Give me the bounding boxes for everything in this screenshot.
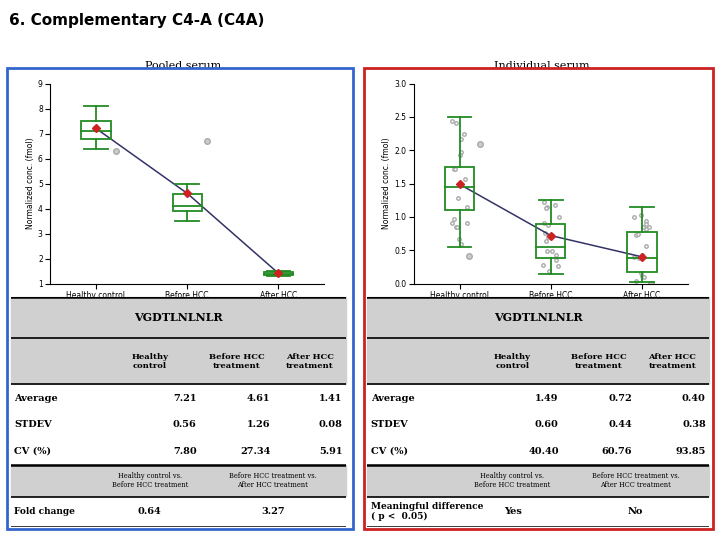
Text: 4.61: 4.61: [247, 394, 270, 403]
Text: Healthy
control: Healthy control: [494, 353, 531, 370]
Text: Yes: Yes: [503, 507, 521, 516]
Bar: [367, 411, 709, 438]
Text: 0.44: 0.44: [608, 421, 632, 429]
Bar: [367, 386, 709, 411]
Text: 0.60: 0.60: [535, 421, 559, 429]
Text: STDEV: STDEV: [14, 421, 52, 429]
Text: 3.27: 3.27: [261, 507, 284, 516]
Bar: [11, 497, 346, 526]
Text: Healthy control vs.
Before HCC treatment: Healthy control vs. Before HCC treatment: [112, 472, 188, 489]
Y-axis label: Normalized conc. (fmol): Normalized conc. (fmol): [26, 138, 35, 230]
Text: 7.21: 7.21: [173, 394, 197, 403]
Y-axis label: Normalized conc. (fmol): Normalized conc. (fmol): [382, 138, 392, 230]
Bar: [81, 121, 111, 139]
Text: STDEV: STDEV: [371, 421, 408, 429]
Text: 0.56: 0.56: [173, 421, 197, 429]
Text: 93.85: 93.85: [675, 447, 706, 456]
Text: CV (%): CV (%): [371, 447, 408, 456]
Text: Fold change: Fold change: [14, 507, 75, 516]
Bar: [367, 497, 709, 526]
Bar: [536, 224, 565, 258]
Text: Before HCC
treatment: Before HCC treatment: [209, 353, 265, 370]
Bar: [173, 193, 202, 211]
Text: Healthy
control: Healthy control: [131, 353, 168, 370]
Text: CV (%): CV (%): [14, 447, 51, 456]
Text: Average: Average: [14, 394, 58, 403]
Text: Before HCC treatment vs.
After HCC treatment: Before HCC treatment vs. After HCC treat…: [592, 472, 680, 489]
Text: 7.80: 7.80: [173, 447, 197, 456]
Text: 5.91: 5.91: [319, 447, 342, 456]
Text: 40.40: 40.40: [528, 447, 559, 456]
Text: 1.49: 1.49: [535, 394, 559, 403]
Bar: [11, 464, 346, 497]
Text: No: No: [628, 507, 644, 516]
Text: Meaningful difference
( p <  0.05): Meaningful difference ( p < 0.05): [371, 502, 483, 521]
Text: Average: Average: [371, 394, 415, 403]
Text: 0.40: 0.40: [682, 394, 706, 403]
Text: 1.41: 1.41: [319, 394, 342, 403]
Text: 27.34: 27.34: [240, 447, 270, 456]
Text: 0.08: 0.08: [318, 421, 342, 429]
Bar: [11, 386, 346, 411]
Text: VGDTLNLNLR: VGDTLNLNLR: [494, 312, 582, 323]
Text: 0.72: 0.72: [608, 394, 632, 403]
Bar: [11, 438, 346, 464]
Bar: [264, 272, 293, 275]
Bar: [445, 167, 474, 210]
Bar: [11, 338, 346, 384]
Text: VGDTLNLNLR: VGDTLNLNLR: [134, 312, 222, 323]
Bar: [367, 338, 709, 384]
Text: 0.38: 0.38: [682, 421, 706, 429]
Bar: [367, 464, 709, 497]
Text: Healthy control vs.
Before HCC treatment: Healthy control vs. Before HCC treatment: [474, 472, 551, 489]
Text: Before HCC
treatment: Before HCC treatment: [571, 353, 627, 370]
Text: Pooled serum: Pooled serum: [145, 61, 222, 71]
Bar: [11, 297, 346, 338]
Text: Before HCC treatment vs.
After HCC treatment: Before HCC treatment vs. After HCC treat…: [229, 472, 317, 489]
Text: 1.26: 1.26: [247, 421, 270, 429]
Text: 6. Complementary C4-A (C4A): 6. Complementary C4-A (C4A): [9, 14, 264, 29]
Text: After HCC
treatment: After HCC treatment: [649, 353, 696, 370]
Text: Individual serum: Individual serum: [494, 61, 589, 71]
Text: 0.64: 0.64: [138, 507, 161, 516]
Bar: [367, 438, 709, 464]
Bar: [11, 411, 346, 438]
Bar: [367, 297, 709, 338]
Bar: [627, 232, 657, 272]
Text: 60.76: 60.76: [602, 447, 632, 456]
Text: After HCC
treatment: After HCC treatment: [286, 353, 333, 370]
